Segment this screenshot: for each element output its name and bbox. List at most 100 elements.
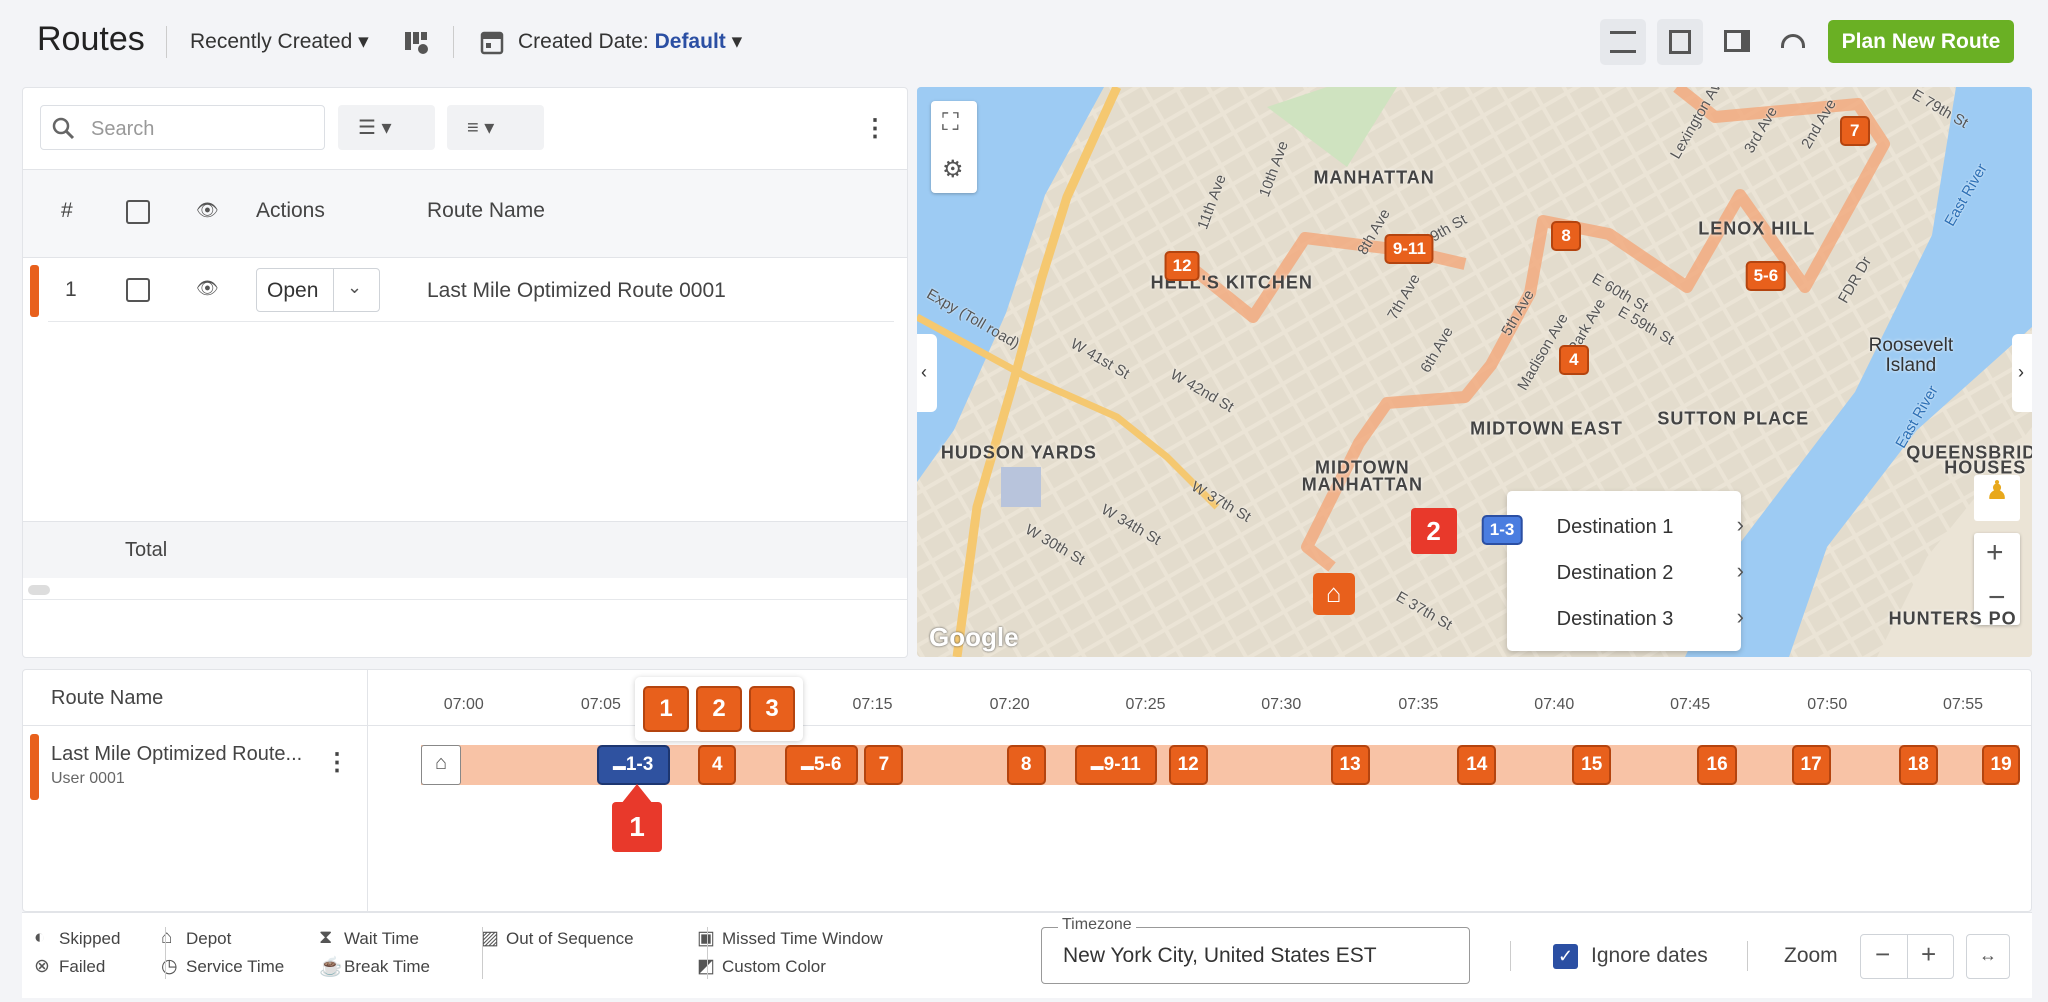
map-stop-marker[interactable]: 7	[1839, 116, 1870, 147]
divider	[1907, 934, 1908, 979]
route-color	[30, 265, 39, 317]
map-base	[917, 87, 2032, 657]
panel-icon[interactable]	[1724, 30, 1750, 52]
time-label: 07:35	[1398, 696, 1439, 713]
time-label: 07:05	[580, 696, 621, 713]
area-label: HOUSES	[1944, 457, 2027, 478]
area-label: HUDSON YARDS	[940, 442, 1097, 463]
chevron: ›	[1736, 511, 1744, 537]
divider	[482, 927, 483, 979]
map-zoom-out[interactable]: −	[1988, 581, 2006, 614]
legend-icon: ☕	[319, 957, 343, 978]
timeline-stop[interactable]: 7	[864, 745, 904, 785]
legend-item: Depot	[186, 929, 232, 948]
columns-button[interactable]: ≡ ▾	[447, 105, 544, 150]
timeline-stop[interactable]: 18	[1898, 745, 1938, 785]
map-stop-marker[interactable]: 8	[1551, 220, 1582, 251]
more-menu[interactable]: ⋮	[863, 115, 887, 142]
collapse-right[interactable]: ›	[2012, 334, 2032, 412]
filter-button[interactable]: ☰ ▾	[338, 105, 435, 150]
street-view[interactable]: ♟	[1974, 475, 2020, 521]
ignore-dates-checkbox[interactable]: ✓	[1553, 944, 1578, 969]
map-stop-marker[interactable]: 4	[1558, 344, 1589, 375]
popup-tag[interactable]: 2	[696, 686, 742, 732]
timeline-stop[interactable]: ▬ 1-3	[596, 745, 670, 785]
legend-item: Service Time	[186, 957, 285, 976]
timeline-stop[interactable]: 19	[1982, 745, 2021, 785]
date-filter[interactable]: Created Date: Default ▾	[518, 30, 743, 53]
visibility-toggle[interactable]: 👁	[196, 278, 219, 298]
plan-route-button[interactable]: Plan New Route	[1828, 20, 2014, 63]
time-label: 07:25	[1125, 696, 1166, 713]
settings-button[interactable]: ⚙	[942, 156, 964, 183]
timezone-label: Timezone	[1058, 916, 1136, 934]
time-label: 07:45	[1670, 696, 1711, 713]
date-value: Default	[654, 30, 726, 53]
divider	[367, 670, 368, 912]
map-zoom-in[interactable]: +	[1986, 536, 2004, 569]
time-label: 07:00	[443, 696, 484, 713]
scrollbar[interactable]	[28, 585, 50, 595]
popup-tag[interactable]: 1	[643, 686, 689, 732]
map[interactable]: ⛶ ⚙ ‹ › ♟ + − Google MANHATTAN LENOX HILL…	[917, 87, 2032, 657]
visibility-header[interactable]: 👁	[196, 200, 219, 220]
legend-item: Skipped	[59, 929, 121, 948]
route-menu[interactable]: ⋮	[325, 749, 349, 776]
fullscreen-button[interactable]: ⛶	[942, 109, 959, 136]
speed-icon[interactable]	[1781, 34, 1805, 48]
menu-item[interactable]: Destination 1 ›	[1539, 504, 1773, 550]
route-name[interactable]: Last Mile Optimized Route 0001	[427, 279, 726, 302]
menu-item[interactable]: Destination 3 ›	[1539, 596, 1773, 642]
stop-label: 5-6	[813, 754, 842, 775]
view-toggle[interactable]	[1657, 19, 1703, 65]
zoom-in[interactable]: +	[1921, 939, 1937, 969]
fit-button[interactable]: ↔	[1966, 934, 2010, 979]
open-dropdown[interactable]: ⌄	[347, 277, 363, 297]
depot-stop[interactable]: ⌂	[421, 745, 461, 785]
legend-icon: ◐	[34, 927, 46, 948]
menu-item[interactable]: Destination 2 ›	[1539, 550, 1773, 596]
timeline-stop[interactable]: 16	[1697, 745, 1737, 785]
depot-marker[interactable]: ⌂	[1312, 572, 1355, 615]
stop-label: 9-11	[1103, 754, 1141, 775]
collapse-left[interactable]: ‹	[917, 334, 937, 412]
stop-label: 19	[1990, 754, 2012, 775]
open-button[interactable]: Open ⌄	[256, 268, 380, 312]
timeline-stop[interactable]: 8	[1006, 745, 1046, 785]
routes-panel: Search ☰ ▾ ≡ ▾ ⋮ # 👁 Actions Route Name …	[22, 87, 908, 658]
timeline-stop[interactable]: 12	[1168, 745, 1208, 785]
timeline-stop[interactable]: 13	[1330, 745, 1370, 785]
timezone-select[interactable]	[1041, 927, 1470, 984]
icon	[1610, 31, 1636, 53]
map-stop-marker[interactable]: 12	[1164, 250, 1200, 281]
sort-dropdown[interactable]: Recently Created ▾	[190, 30, 369, 53]
table-header	[23, 169, 907, 258]
popup-tag[interactable]: 3	[749, 686, 795, 732]
timeline-stop[interactable]: 4	[698, 745, 737, 785]
view-toggle[interactable]	[1600, 19, 1646, 65]
timeline-stop[interactable]: 14	[1457, 745, 1497, 785]
timeline-stop[interactable]: ▬ 9-11	[1074, 745, 1157, 785]
board-settings-icon[interactable]	[403, 30, 429, 56]
timeline-stop[interactable]: 15	[1572, 745, 1612, 785]
area-label: LENOX HILL	[1698, 218, 1816, 239]
route-bar	[421, 745, 2019, 785]
timeline-stop[interactable]: ▬ 5-6	[784, 745, 858, 785]
route-color	[30, 734, 39, 800]
area-label: MIDTOWN	[1315, 457, 1410, 478]
map-stop-marker[interactable]: 1-3	[1481, 514, 1523, 545]
chevron: ›	[1736, 557, 1744, 583]
map-stop-marker[interactable]: 9-11	[1384, 233, 1434, 264]
timeline-stop[interactable]: 17	[1791, 745, 1831, 785]
zoom-out[interactable]: −	[1875, 939, 1891, 969]
select-all-checkbox[interactable]	[126, 200, 150, 224]
map-stop-marker[interactable]: 5-6	[1745, 261, 1787, 292]
timezone-value: New York City, United States EST	[1063, 944, 1377, 967]
legend-item: Out of Sequence	[506, 929, 634, 948]
route-user: User 0001	[51, 770, 125, 787]
callout-badge: 2	[1410, 507, 1457, 554]
search-box[interactable]: Search	[40, 105, 325, 150]
row-checkbox[interactable]	[126, 278, 150, 302]
divider	[707, 927, 708, 979]
route-name[interactable]: Last Mile Optimized Route...	[51, 743, 303, 765]
